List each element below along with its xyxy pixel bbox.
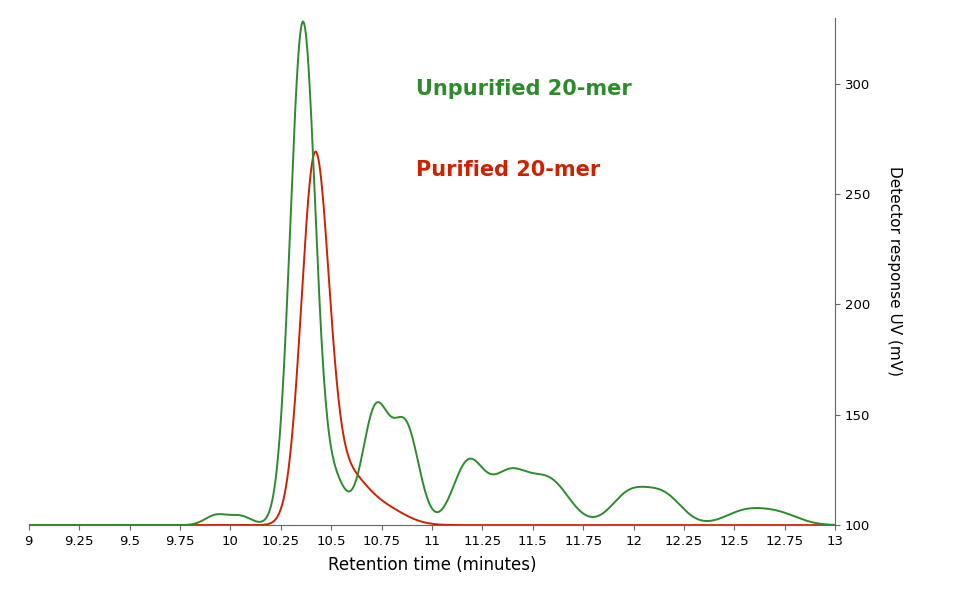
Y-axis label: Detector response UV (mV): Detector response UV (mV) [887,166,902,376]
X-axis label: Retention time (minutes): Retention time (minutes) [327,556,537,574]
Text: Purified 20-mer: Purified 20-mer [416,160,600,180]
Text: Unpurified 20-mer: Unpurified 20-mer [416,78,632,99]
